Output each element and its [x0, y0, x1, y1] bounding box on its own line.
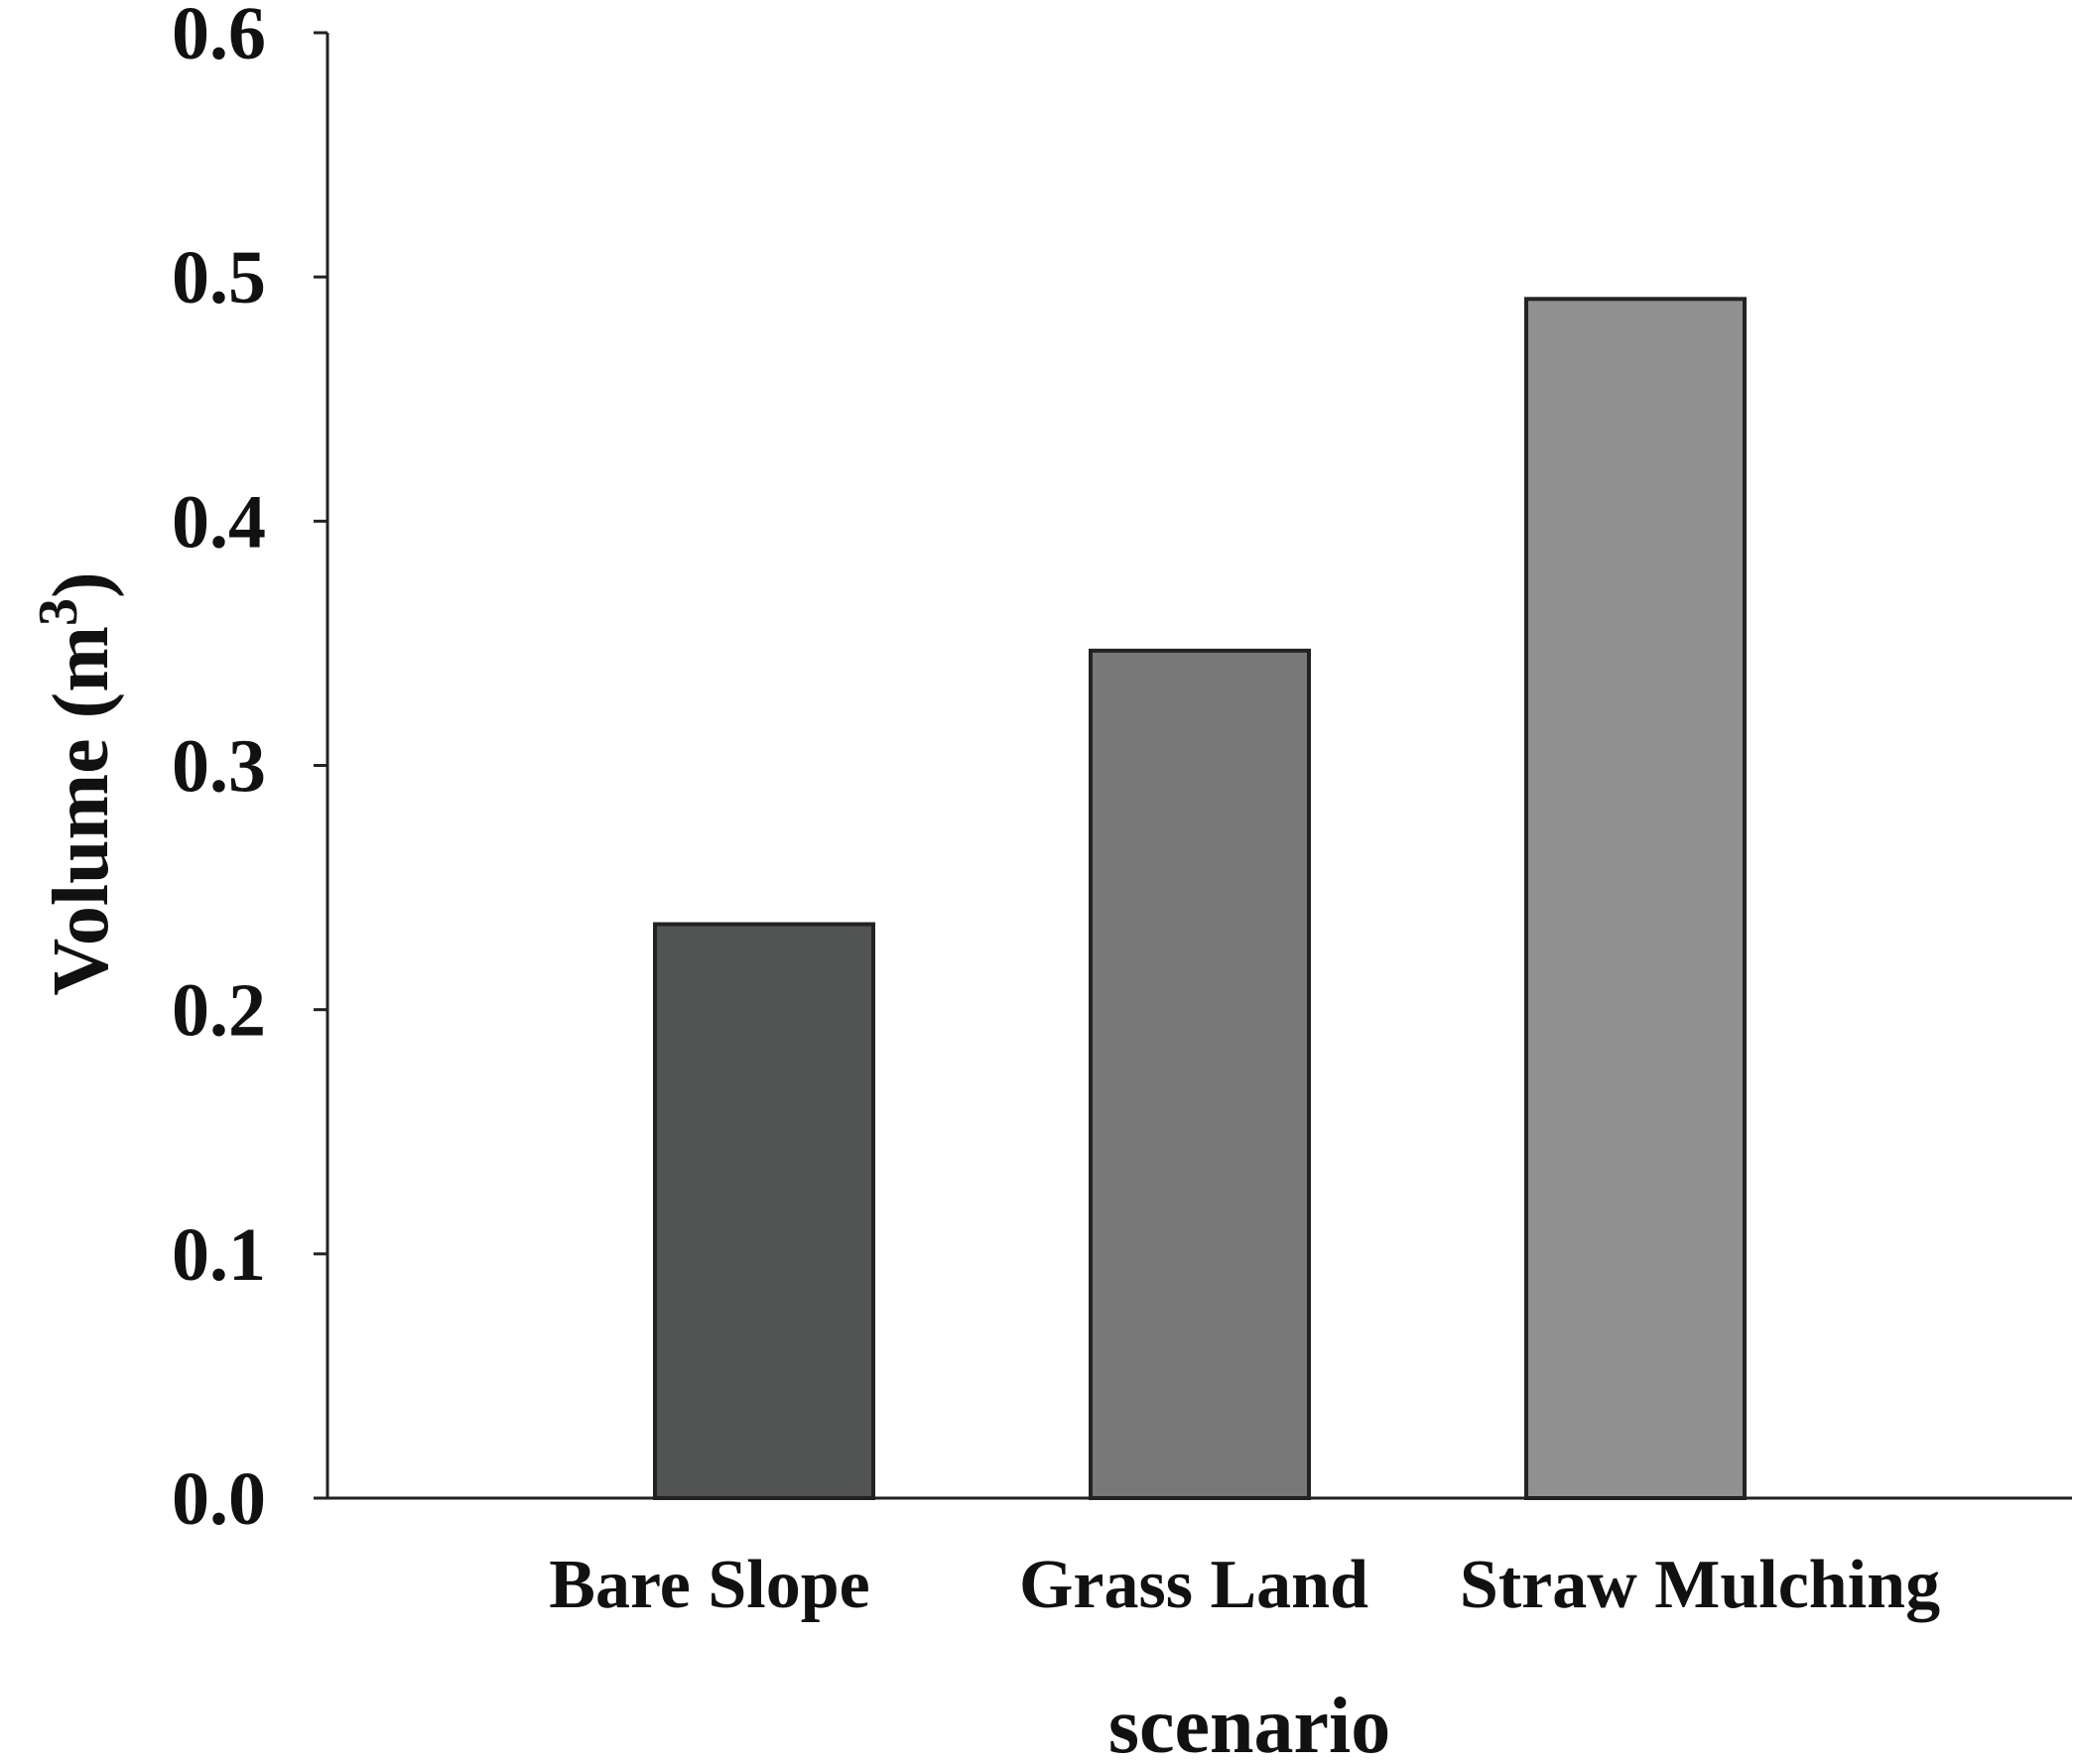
- y-axis-ticks: 0.0 0.1 0.2 0.3 0.4 0.5 0.6: [172, 0, 327, 1541]
- y-tick-label: 0.3: [172, 725, 266, 809]
- y-tick-label: 0.2: [172, 969, 266, 1053]
- y-axis-title-main: Volume (m: [38, 626, 125, 996]
- y-tick-label: 0.0: [172, 1457, 266, 1541]
- y-axis-title-superscript: 3: [28, 598, 89, 626]
- x-axis-title: scenario: [1108, 1683, 1390, 1764]
- y-axis-title-close: ): [38, 571, 125, 598]
- y-axis-title: Volume (m3): [28, 571, 125, 995]
- x-tick-label: Bare Slope: [549, 1547, 869, 1623]
- y-tick-label: 0.4: [172, 480, 266, 564]
- y-tick-label: 0.1: [172, 1213, 266, 1297]
- x-tick-label: Grass Land: [1019, 1547, 1368, 1623]
- bar: [1089, 648, 1311, 1500]
- bar: [1524, 297, 1747, 1500]
- y-tick-label: 0.5: [172, 236, 266, 319]
- x-tick-label: Straw Mulching: [1460, 1547, 1940, 1623]
- bars: [653, 297, 1747, 1500]
- y-tick-label: 0.6: [172, 0, 266, 75]
- x-axis-labels: Bare Slope Grass Land Straw Mulching: [549, 1547, 1940, 1623]
- bar: [653, 922, 875, 1500]
